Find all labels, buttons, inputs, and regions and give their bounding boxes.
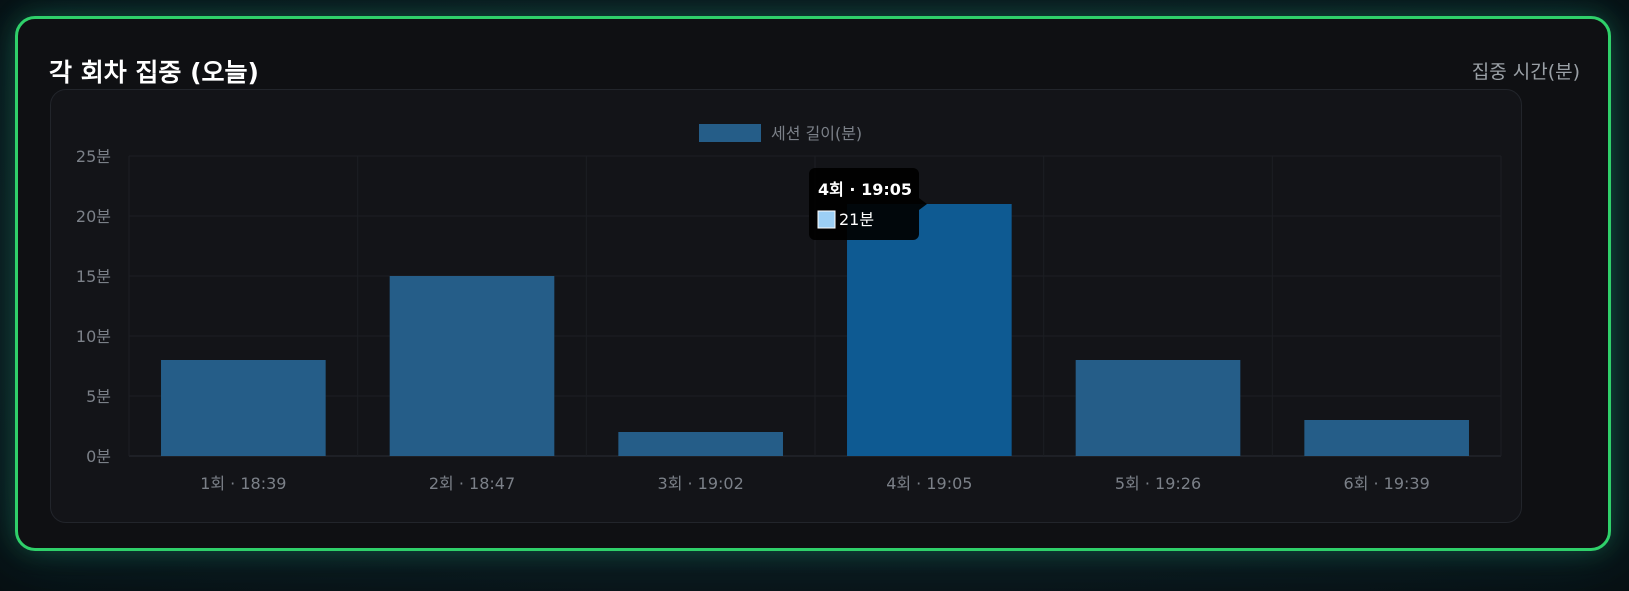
tooltip-swatch	[817, 210, 836, 229]
y-tick-label: 5분	[86, 387, 111, 406]
x-tick-label: 1회 · 18:39	[200, 474, 286, 493]
focus-sessions-card: 각 회차 집중 (오늘) 집중 시간(분) 0분 5분 10분 15분 20분 25분 1회…	[15, 16, 1611, 551]
y-tick-label: 10분	[76, 327, 111, 346]
session-bar-chart: 0분 5분 10분 15분 20분 25분 1회 · 18:39 2회 · 18:47 3회 ·…	[76, 124, 1502, 493]
bar[interactable]	[161, 360, 326, 456]
x-tick-label: 4회 · 19:05	[886, 474, 972, 493]
tooltip-value: 21분	[839, 210, 874, 229]
x-tick-label: 2회 · 18:47	[429, 474, 515, 493]
card-title: 각 회차 집중 (오늘)	[49, 58, 259, 87]
bar[interactable]	[389, 276, 555, 456]
tooltip: 4회 · 19:05 21분	[809, 168, 928, 240]
y-tick-label: 15분	[76, 267, 111, 286]
legend-swatch	[699, 124, 761, 142]
bar[interactable]	[618, 432, 783, 456]
unit-label: 집중 시간(분)	[1471, 61, 1580, 83]
bar[interactable]	[1075, 360, 1241, 456]
x-tick-label: 3회 · 19:02	[658, 474, 744, 493]
tooltip-caret	[919, 198, 928, 210]
bar[interactable]	[847, 204, 1012, 456]
tooltip-box	[809, 168, 920, 240]
y-tick-label: 25분	[76, 147, 111, 166]
x-tick-label: 5회 · 19:26	[1115, 474, 1201, 493]
y-tick-label: 20분	[76, 207, 111, 226]
x-tick-label: 6회 · 19:39	[1344, 474, 1430, 493]
legend-label: 세션 길이(분)	[771, 124, 862, 143]
chart-panel: 0분 5분 10분 15분 20분 25분 1회 · 18:39 2회 · 18:47 3회 ·…	[50, 89, 1522, 523]
bar[interactable]	[1304, 420, 1469, 456]
y-tick-label: 0분	[86, 447, 111, 466]
tooltip-title: 4회 · 19:05	[818, 180, 912, 199]
